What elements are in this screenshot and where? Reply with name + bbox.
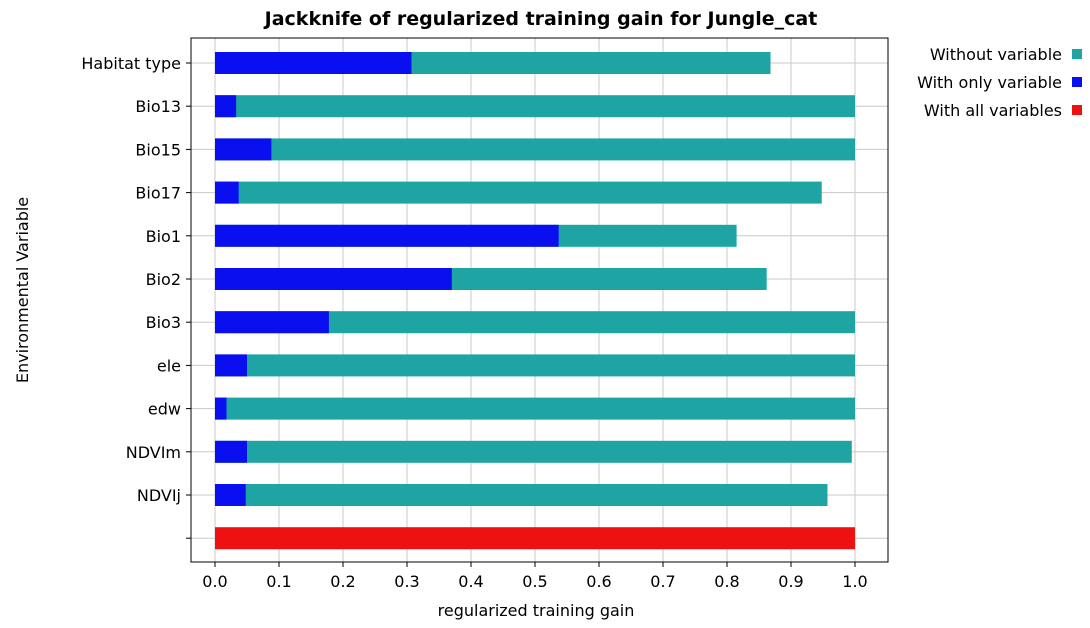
legend-swatch [1072, 77, 1082, 87]
x-tick-label: 0.1 [266, 572, 291, 591]
bar-with-only-variable [215, 268, 452, 290]
y-tick-label: Bio17 [135, 184, 181, 203]
y-tick-label: Bio1 [146, 227, 181, 246]
bar-without-variable [215, 484, 828, 506]
y-tick-label: Bio15 [135, 140, 181, 159]
x-tick-label: 0.9 [778, 572, 803, 591]
bar-without-variable [215, 311, 855, 334]
bar-with-only-variable [215, 484, 246, 506]
bar-with-only-variable [215, 138, 272, 161]
bar-without-variable [215, 138, 855, 161]
legend: Without variable With only variable With a… [917, 45, 1082, 120]
legend-label: Without variable [930, 45, 1062, 64]
plot-frame [190, 37, 889, 563]
y-tick-label: NDVIm [126, 443, 181, 462]
bar-with-only-variable [215, 224, 559, 247]
bar-with-only-variable [215, 52, 412, 74]
x-tick-label: 0.8 [714, 572, 739, 591]
bar-with-only-variable [215, 181, 239, 204]
chart-title: Jackknife of regularized training gain f… [263, 8, 818, 30]
x-tick-label: 0.2 [330, 572, 355, 591]
x-tick-label: 0.6 [586, 572, 611, 591]
x-tick-label: 1.0 [842, 572, 867, 591]
y-tick-label: ele [157, 356, 181, 375]
x-tick-label: 0.0 [202, 572, 227, 591]
bar-without-variable [215, 181, 822, 204]
y-tick-label: Bio13 [135, 97, 181, 116]
y-tick-label: Bio3 [146, 313, 181, 332]
x-axis-label: regularized training gain [438, 601, 635, 620]
y-tick-label: Habitat type [81, 54, 181, 73]
legend-swatch [1072, 49, 1082, 59]
bar-with-only-variable [215, 311, 329, 334]
y-tick-label: edw [148, 400, 181, 419]
bar-without-variable [215, 440, 852, 463]
bar-with-only-variable [215, 95, 237, 118]
legend-swatch [1072, 105, 1082, 115]
x-tick-label: 0.4 [458, 572, 483, 591]
bars [215, 52, 855, 550]
bar-without-variable [215, 397, 855, 420]
y-axis: Habitat type Bio13 Bio15 Bio17 Bio1 Bio2 Bio3 e… [81, 54, 191, 539]
bar-with-all-variables [215, 527, 855, 550]
bar-with-only-variable [215, 354, 247, 377]
bar-with-only-variable [215, 397, 227, 420]
bar-with-only-variable [215, 440, 247, 463]
x-tick-label: 0.3 [394, 572, 419, 591]
y-axis-label: Environmental Variable [13, 197, 32, 383]
y-tick-label: Bio2 [146, 270, 181, 289]
legend-label: With all variables [924, 101, 1062, 120]
legend-label: With only variable [917, 73, 1062, 92]
bar-without-variable [215, 354, 855, 377]
bar-without-variable [215, 95, 855, 118]
x-axis: 0.0 0.1 0.2 0.3 0.4 0.5 0.6 0.7 0.8 0.9 1.0 [202, 562, 868, 591]
y-tick-label: NDVIj [137, 486, 181, 505]
x-tick-label: 0.7 [650, 572, 675, 591]
x-tick-label: 0.5 [522, 572, 547, 591]
plot-area [191, 38, 888, 562]
